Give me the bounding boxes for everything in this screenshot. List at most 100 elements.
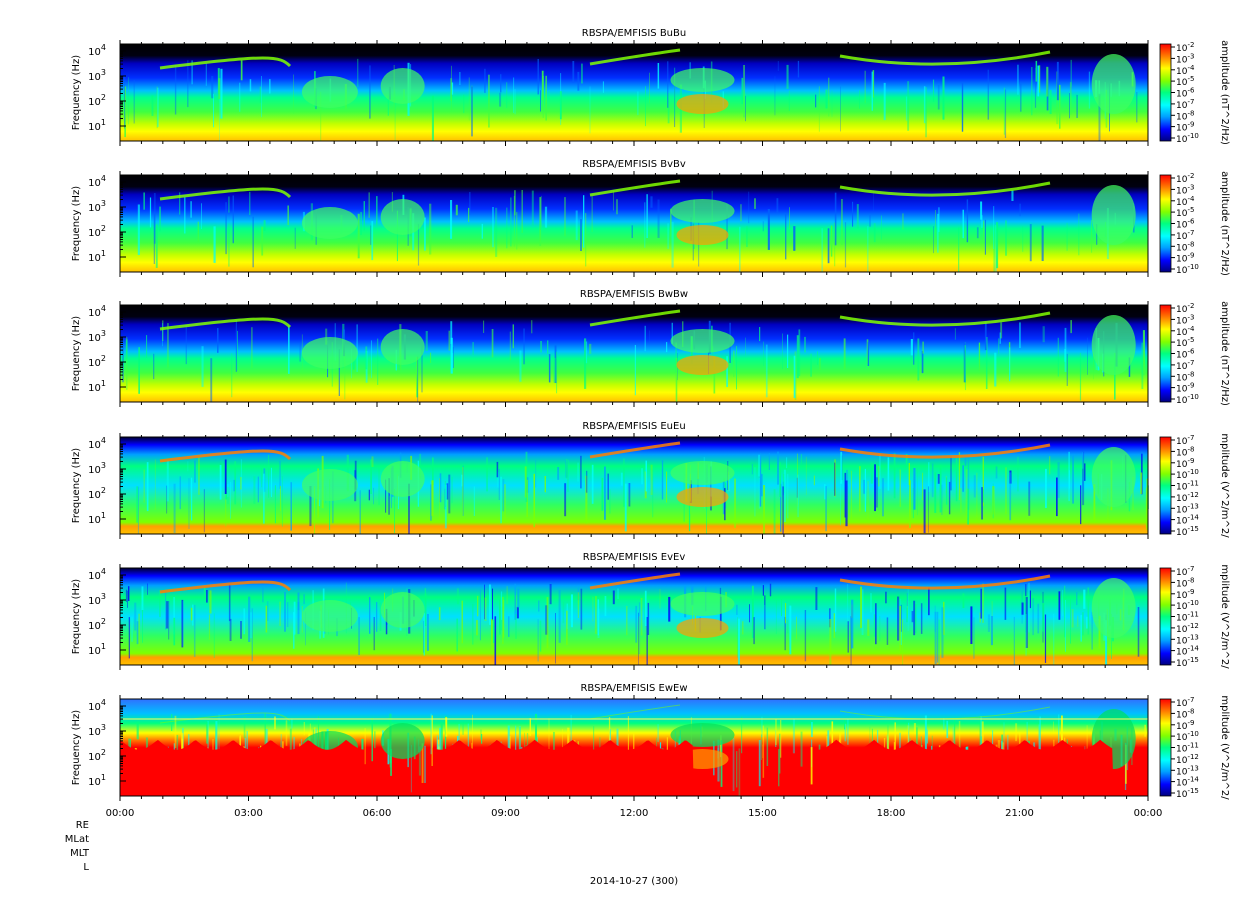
heatmap-streak (131, 616, 133, 642)
heatmap-streak (1071, 609, 1074, 628)
heatmap-streak (577, 462, 579, 482)
heatmap-streak (564, 483, 567, 517)
heatmap-streak (210, 358, 213, 402)
heatmap-streak (424, 217, 426, 251)
heatmap-streak (724, 488, 726, 521)
colorbar-tick-label: 10-7 (1176, 434, 1194, 447)
heatmap-streak (869, 726, 871, 745)
heatmap-streak (287, 602, 289, 627)
heatmap-streak (206, 722, 208, 744)
heatmap-streak (1098, 93, 1101, 141)
heatmap-streak (789, 207, 790, 230)
heatmap-streak (1021, 602, 1024, 615)
heatmap-streak (1066, 353, 1068, 386)
heatmap-streak (913, 332, 915, 365)
heatmap-streak (450, 321, 453, 344)
heatmap-streak (285, 720, 288, 746)
heatmap-streak (567, 459, 569, 492)
heatmap-streak (448, 474, 451, 514)
heatmap-streak (787, 619, 789, 634)
colorbar-tick-label: 10-10 (1176, 132, 1199, 145)
heatmap-streak (1141, 342, 1144, 389)
heatmap-streak (262, 587, 264, 603)
heatmap-streak (197, 221, 199, 243)
heatmap-streak (320, 91, 322, 141)
y-tick-label: 104 (88, 436, 106, 451)
emission-patch (676, 618, 729, 638)
heatmap-streak (481, 734, 483, 744)
ephemeris-label: L (83, 862, 89, 873)
heatmap-streak (976, 472, 978, 523)
heatmap-streak (314, 486, 315, 534)
panels-layer: RBSPA/EMFISIS BuBu Frequency (Hz) 101 102 10… (71, 28, 1230, 801)
heatmap-streak (209, 590, 212, 614)
heatmap-streak (646, 617, 648, 665)
colorbar-tick-label: 10-12 (1176, 753, 1199, 766)
heatmap-streak (329, 479, 331, 530)
heatmap-streak (935, 210, 936, 241)
heatmap-streak (1025, 597, 1028, 648)
colorbar: 10-710-810-910-1010-1110-1210-1310-1410-… (1159, 564, 1230, 669)
colorbar-tick-label: 10-4 (1176, 325, 1195, 338)
heatmap-streak (124, 86, 126, 138)
heatmap-streak (793, 226, 796, 251)
heatmap-streak (634, 345, 636, 396)
heatmap-streak (351, 348, 352, 379)
heatmap-streak (128, 586, 130, 601)
heatmap-streak (510, 197, 512, 247)
heatmap-streak (821, 228, 823, 272)
x-tick-label: 00:00 (106, 808, 135, 819)
heatmap-streak (438, 607, 441, 621)
heatmap-streak (288, 325, 290, 374)
heatmap-streak (785, 603, 787, 624)
heatmap-streak (570, 594, 573, 628)
heatmap-streak (775, 718, 777, 745)
heatmap-streak (546, 597, 549, 649)
heatmap-streak (173, 597, 175, 635)
heatmap-streak (181, 599, 184, 648)
heatmap-streak (182, 601, 184, 647)
heatmap-streak (357, 213, 360, 259)
heatmap-streak (778, 749, 780, 787)
heatmap-streak (1029, 590, 1031, 609)
heatmap-streak (887, 725, 889, 751)
heatmap-streak (931, 735, 933, 752)
heatmap-streak (937, 474, 940, 484)
heatmap-streak (937, 213, 939, 253)
heatmap-streak (1031, 67, 1033, 116)
x-tick-label: 06:00 (363, 808, 392, 819)
heatmap-streak (507, 725, 510, 770)
heatmap-streak (964, 453, 967, 466)
heatmap-streak (468, 207, 470, 223)
heatmap-streak (796, 616, 797, 640)
heatmap-streak (360, 212, 362, 235)
heatmap-streak (1025, 584, 1027, 597)
heatmap-streak (609, 489, 611, 514)
heatmap-streak (591, 464, 594, 504)
heatmap-streak (133, 80, 135, 124)
heatmap-streak (981, 487, 983, 520)
heatmap-streak (264, 713, 266, 747)
heatmap-streak (531, 190, 534, 226)
heatmap-streak (762, 725, 765, 778)
heatmap-streak (174, 64, 177, 115)
heatmap-streak (1059, 84, 1061, 129)
heatmap-streak (525, 451, 528, 502)
heatmap-streak (689, 473, 691, 502)
heatmap-streak (240, 459, 242, 508)
heatmap-streak (472, 603, 474, 645)
heatmap-streak (1069, 82, 1072, 115)
heatmap-streak (910, 339, 913, 356)
heatmap-streak (1137, 607, 1140, 657)
y-tick-label: 104 (88, 304, 106, 319)
heatmap-streak (751, 463, 754, 475)
heatmap-streak (369, 597, 371, 634)
heatmap-streak (626, 606, 628, 636)
heatmap-streak (645, 86, 646, 127)
heatmap-streak (831, 90, 833, 117)
heatmap-streak (922, 472, 924, 501)
heatmap-streak (1044, 614, 1047, 663)
heatmap-streak (962, 465, 964, 492)
heatmap-streak (867, 619, 870, 636)
